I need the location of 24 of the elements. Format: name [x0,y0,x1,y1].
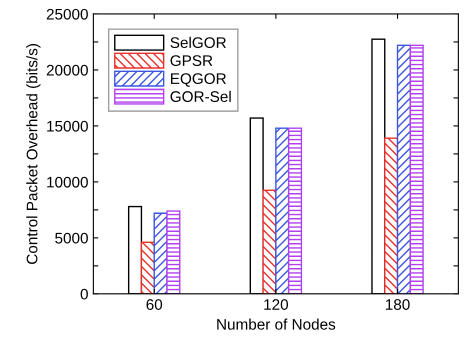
bar [384,138,398,294]
legend-label: SelGOR [170,36,226,48]
x-tick-label: 60 [146,299,162,310]
x-tick-label: 180 [386,299,410,310]
y-tick-label: 25000 [46,8,88,20]
bar [410,44,424,294]
legend-label: EQGOR [171,73,226,87]
bar [396,44,411,294]
bar [154,212,168,294]
y-tick-label: 0 [80,288,88,300]
legend-label: GOR-Sel [170,90,231,102]
y-tick-label: 5000 [55,232,88,244]
bar [166,210,180,294]
bar [288,127,302,294]
bar [140,242,155,294]
bar [275,127,290,294]
y-tick-label: 10000 [47,176,88,188]
x-axis-title: Number of Nodes [217,318,336,330]
legend-label: GPSR [170,55,212,66]
y-tick-label: 20000 [46,64,88,76]
x-tick-label: 120 [264,299,288,310]
bar [262,190,277,294]
y-axis-title: Control Packet Overhead (bits/s) [26,44,40,264]
y-tick-label: 15000 [47,120,88,132]
